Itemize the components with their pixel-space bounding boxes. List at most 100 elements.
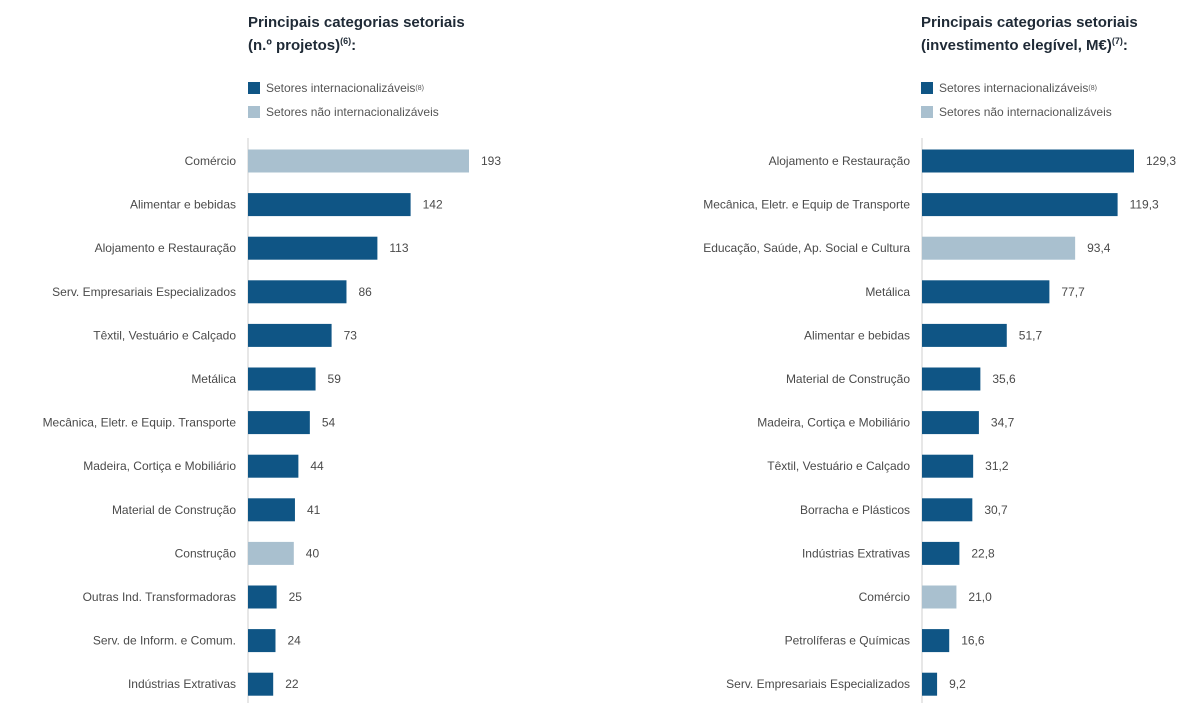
chart-title-line2: (n.º projetos)(6):	[248, 36, 357, 54]
value-label-metalica: 77,7	[1061, 285, 1085, 299]
category-label-metalica: Metálica	[865, 285, 910, 299]
category-label-borracha-e-plasticos: Borracha e Plásticos	[800, 503, 910, 517]
value-label-educacao-saude-ap-social-e-cultura: 93,4	[1087, 241, 1111, 255]
bar-metalica	[922, 280, 1050, 304]
legend-swatch-nao-internacionalizaveis	[248, 106, 260, 118]
bar-serv-de-inform-e-comum	[248, 629, 276, 653]
legend-label: Setores não internacionalizáveis	[939, 105, 1112, 119]
legend-label: Setores internacionalizáveis	[939, 81, 1089, 95]
bar-petroliferas-e-quimicas	[922, 629, 950, 653]
category-label-alojamento-e-restauracao: Alojamento e Restauração	[95, 241, 237, 255]
bar-serv-empresariais-especializados	[922, 672, 938, 696]
bar-mecanica-eletr-e-equip-de-transporte	[922, 193, 1118, 217]
value-label-serv-de-inform-e-comum: 24	[287, 634, 301, 648]
value-label-comercio: 21,0	[968, 590, 992, 604]
value-label-petroliferas-e-quimicas: 16,6	[961, 634, 985, 648]
category-label-mecanica-eletr-e-equip-de-transporte: Mecânica, Eletr. e Equip de Transporte	[703, 198, 910, 212]
value-label-alimentar-e-bebidas: 142	[423, 198, 443, 212]
bar-borracha-e-plasticos	[922, 498, 973, 522]
value-label-outras-ind-transformadoras: 25	[289, 590, 303, 604]
value-label-alojamento-e-restauracao: 113	[389, 241, 408, 255]
category-label-industrias-extrativas: Indústrias Extrativas	[128, 677, 236, 691]
chart-title-line1: Principais categorias setoriais	[921, 14, 1138, 31]
bar-alimentar-e-bebidas	[248, 193, 411, 217]
category-label-construcao: Construção	[175, 546, 237, 560]
chart-title-investimento: Principais categorias setoriais (investi…	[921, 14, 1138, 55]
category-label-madeira-cortica-e-mobiliario: Madeira, Cortiça e Mobiliário	[83, 459, 236, 473]
category-label-alimentar-e-bebidas: Alimentar e bebidas	[130, 198, 236, 212]
category-label-alimentar-e-bebidas: Alimentar e bebidas	[804, 328, 910, 342]
value-label-industrias-extrativas: 22	[285, 677, 299, 691]
value-label-mecanica-eletr-e-equip-de-transporte: 119,3	[1130, 198, 1159, 212]
value-label-construcao: 40	[306, 546, 320, 560]
bar-madeira-cortica-e-mobiliario	[248, 454, 299, 478]
bar-chart-projetos: Comércio 193 Alimentar e bebidas 142 Alojame…	[43, 138, 501, 703]
category-label-metalica: Metálica	[191, 372, 236, 386]
bar-serv-empresariais-especializados	[248, 280, 347, 304]
category-label-petroliferas-e-quimicas: Petrolíferas e Químicas	[785, 634, 910, 648]
legend-swatch-internacionalizaveis	[921, 82, 933, 94]
value-label-madeira-cortica-e-mobiliario: 34,7	[991, 416, 1015, 430]
chart-title-line2: (investimento elegível, M€)(7):	[921, 36, 1128, 54]
value-label-textil-vestuario-e-calcado: 31,2	[985, 459, 1009, 473]
category-label-industrias-extrativas: Indústrias Extrativas	[802, 546, 910, 560]
legend-label: Setores internacionalizáveis	[266, 81, 416, 95]
category-label-serv-de-inform-e-comum: Serv. de Inform. e Comum.	[93, 634, 236, 648]
chart-title-projetos: Principais categorias setoriais (n.º pro…	[248, 14, 465, 55]
chart-legend-projetos: Setores internacionalizáveis (8) Setores …	[248, 76, 439, 124]
legend-label: Setores não internacionalizáveis	[266, 105, 439, 119]
bar-material-de-construcao	[922, 367, 981, 391]
bar-material-de-construcao	[248, 498, 295, 522]
legend-item-internacionalizaveis: Setores internacionalizáveis (8)	[248, 76, 439, 100]
bar-chart-investimento: Alojamento e Restauração 129,3 Mecânica, E…	[703, 138, 1176, 703]
category-label-comercio: Comércio	[859, 590, 911, 604]
category-label-serv-empresariais-especializados: Serv. Empresariais Especializados	[52, 285, 236, 299]
bar-comercio	[248, 149, 469, 173]
bar-madeira-cortica-e-mobiliario	[922, 411, 979, 435]
bar-textil-vestuario-e-calcado	[248, 323, 332, 347]
value-label-borracha-e-plasticos: 30,7	[984, 503, 1008, 517]
chart-legend-investimento: Setores internacionalizáveis (8) Setores …	[921, 76, 1112, 124]
category-label-textil-vestuario-e-calcado: Têxtil, Vestuário e Calçado	[767, 459, 910, 473]
category-label-material-de-construcao: Material de Construção	[112, 503, 236, 517]
bar-alojamento-e-restauracao	[248, 236, 378, 260]
category-label-alojamento-e-restauracao: Alojamento e Restauração	[769, 154, 911, 168]
bar-construcao	[248, 541, 294, 565]
value-label-textil-vestuario-e-calcado: 73	[344, 328, 358, 342]
value-label-industrias-extrativas: 22,8	[971, 546, 995, 560]
value-label-alimentar-e-bebidas: 51,7	[1019, 328, 1043, 342]
category-label-educacao-saude-ap-social-e-cultura: Educação, Saúde, Ap. Social e Cultura	[703, 241, 910, 255]
chart-panel-projetos: Principais categorias setoriais (n.º pro…	[0, 0, 600, 716]
category-label-material-de-construcao: Material de Construção	[786, 372, 910, 386]
value-label-material-de-construcao: 41	[307, 503, 321, 517]
bar-comercio	[922, 585, 957, 609]
legend-swatch-internacionalizaveis	[248, 82, 260, 94]
bar-outras-ind-transformadoras	[248, 585, 277, 609]
category-label-madeira-cortica-e-mobiliario: Madeira, Cortiça e Mobiliário	[757, 416, 910, 430]
category-label-mecanica-eletr-e-equip-transporte: Mecânica, Eletr. e Equip. Transporte	[43, 416, 237, 430]
value-label-alojamento-e-restauracao: 129,3	[1146, 154, 1176, 168]
category-label-textil-vestuario-e-calcado: Têxtil, Vestuário e Calçado	[93, 328, 236, 342]
value-label-madeira-cortica-e-mobiliario: 44	[310, 459, 324, 473]
bar-alojamento-e-restauracao	[922, 149, 1134, 173]
legend-item-nao-internacionalizaveis: Setores não internacionalizáveis	[248, 100, 439, 124]
value-label-comercio: 193	[481, 154, 501, 168]
legend-swatch-nao-internacionalizaveis	[921, 106, 933, 118]
value-label-serv-empresariais-especializados: 86	[358, 285, 372, 299]
legend-footnote: (8)	[415, 84, 424, 92]
value-label-serv-empresariais-especializados: 9,2	[949, 677, 966, 691]
title-footnote: (7)	[1111, 36, 1123, 46]
value-label-metalica: 59	[328, 372, 342, 386]
bar-educacao-saude-ap-social-e-cultura	[922, 236, 1076, 260]
category-label-serv-empresariais-especializados: Serv. Empresariais Especializados	[726, 677, 910, 691]
title-footnote: (6)	[340, 36, 352, 46]
chart-panel-investimento: Principais categorias setoriais (investi…	[600, 0, 1201, 716]
bar-industrias-extrativas	[248, 672, 274, 696]
chart-title-line1: Principais categorias setoriais	[248, 14, 465, 31]
value-label-material-de-construcao: 35,6	[992, 372, 1016, 386]
legend-footnote: (8)	[1088, 84, 1097, 92]
bar-mecanica-eletr-e-equip-transporte	[248, 411, 310, 435]
value-label-mecanica-eletr-e-equip-transporte: 54	[322, 416, 336, 430]
bar-textil-vestuario-e-calcado	[922, 454, 974, 478]
bar-industrias-extrativas	[922, 541, 960, 565]
